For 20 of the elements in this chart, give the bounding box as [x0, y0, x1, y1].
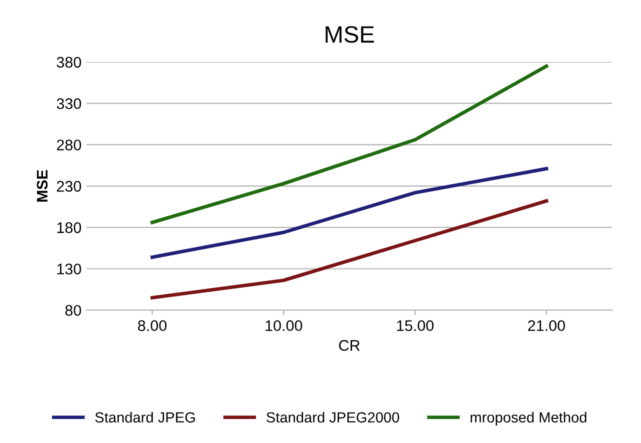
legend-label: mroposed Method: [470, 412, 586, 426]
x-tick-label: 10.00: [266, 320, 302, 332]
legend-label: Standard JPEG2000: [266, 412, 400, 423]
legend-label: Standard JPEG: [95, 412, 195, 423]
x-axis-title: CR: [339, 340, 360, 351]
x-tick-label: 8.00: [138, 320, 167, 332]
x-tick-label: 21.00: [528, 320, 565, 332]
y-tick-label: 130: [57, 264, 82, 274]
y-tick-label: 230: [56, 180, 82, 192]
y-tick-label: 280: [56, 140, 82, 150]
line-series: [150, 199, 548, 300]
line-series: [150, 166, 548, 259]
y-tick-label: 80: [65, 304, 82, 316]
y-tick-label: 330: [56, 98, 82, 110]
y-tick-label: 380: [56, 56, 82, 68]
x-tick-label: 15.00: [397, 320, 434, 332]
y-tick-label: 180: [57, 222, 82, 234]
chart-title: MSE: [326, 26, 374, 43]
line-series: [150, 64, 548, 224]
y-axis-title: MSE: [36, 170, 48, 202]
